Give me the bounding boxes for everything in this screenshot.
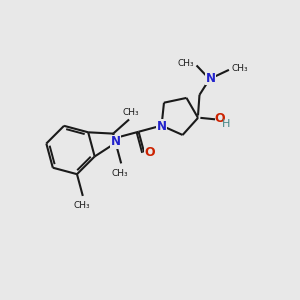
Text: O: O [144, 146, 155, 159]
Text: CH₃: CH₃ [122, 107, 139, 116]
Text: CH₃: CH₃ [232, 64, 248, 73]
Text: CH₃: CH₃ [178, 58, 194, 68]
Text: CH₃: CH₃ [73, 201, 90, 210]
Text: O: O [214, 112, 224, 125]
Text: CH₃: CH₃ [111, 169, 128, 178]
Text: N: N [206, 72, 215, 85]
Text: H: H [222, 119, 230, 129]
Text: N: N [157, 120, 166, 133]
Text: N: N [111, 136, 121, 148]
